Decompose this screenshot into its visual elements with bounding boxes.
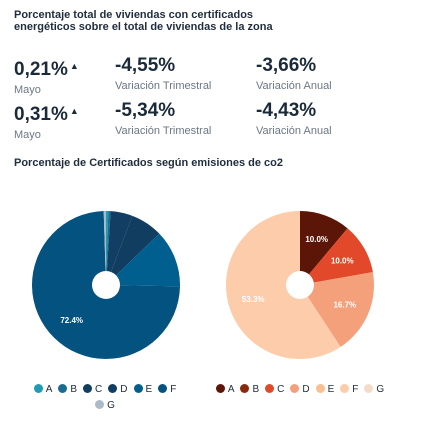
- legend-item-b[interactable]: B: [58, 382, 77, 398]
- legend-item-e[interactable]: E: [133, 382, 153, 398]
- legend-dot-icon: [290, 384, 300, 393]
- stat-label: Mayo: [14, 129, 41, 141]
- stat-label: Variación Anual: [256, 80, 332, 92]
- pie-data-label: 10.0%: [331, 257, 354, 266]
- pie-slice-g[interactable]: [103, 211, 106, 285]
- legend-item-f[interactable]: F: [158, 382, 176, 398]
- legend-dot-icon: [158, 384, 168, 393]
- legend-label: F: [352, 384, 359, 395]
- pie-slice-e[interactable]: [106, 233, 180, 287]
- stat-variacion-anual: -3,66% Variación Anual: [256, 55, 332, 93]
- legend-dot-icon: [95, 400, 105, 409]
- stat-label: Variación Trimestral: [115, 80, 212, 92]
- legend-label: B: [70, 384, 78, 395]
- stat-mayo-total: 0,21% ▲ Mayo: [14, 56, 79, 97]
- stat-variacion-trimestral-2: -5,34% Variación Trimestral: [115, 100, 212, 138]
- legend-item-a[interactable]: A: [33, 382, 53, 398]
- legend-label: A: [45, 384, 53, 395]
- up-arrow-icon: ▲: [69, 106, 79, 116]
- legend-label: G: [107, 400, 115, 411]
- legend-dot-icon: [240, 384, 250, 393]
- legend-dot-icon: [215, 384, 225, 393]
- pie-center-hole: [286, 271, 314, 299]
- legend-dot-icon: [315, 384, 325, 393]
- legend-label: C: [277, 384, 285, 395]
- legend-item-d[interactable]: D: [290, 382, 310, 398]
- legend-dot-icon: [265, 384, 275, 393]
- legend-label: G: [376, 384, 385, 395]
- pie-slice-d[interactable]: [300, 272, 374, 347]
- stat-value: -4,43%: [256, 100, 317, 121]
- pie-data-label: 16.7%: [333, 300, 356, 309]
- section-title: Porcentaje de Certificados según emision…: [14, 157, 283, 169]
- pie-slice-b[interactable]: [106, 211, 111, 285]
- stat-value: -5,34%: [115, 100, 176, 121]
- legend-label: D: [120, 384, 128, 395]
- legend-label: C: [95, 384, 103, 395]
- stat-value: 0,31% ▲: [14, 104, 79, 125]
- legend-dot-icon: [340, 384, 350, 393]
- stat-value: -3,66%: [256, 55, 317, 76]
- legend-item-c[interactable]: C: [265, 382, 284, 398]
- legend-label: D: [302, 384, 310, 395]
- pie-slice-c[interactable]: [300, 228, 373, 285]
- pie-slice-d[interactable]: [106, 215, 160, 285]
- pie-slice-a[interactable]: [300, 211, 348, 285]
- stat-variacion-trimestral: -4,55% Variación Trimestral: [115, 55, 212, 93]
- pie-slice-c[interactable]: [106, 211, 133, 285]
- stat-label: Variación Anual: [256, 125, 332, 137]
- legend-item-g[interactable]: G: [95, 398, 115, 414]
- legend-dot-icon: [108, 384, 118, 393]
- legend-label: B: [252, 384, 260, 395]
- legend-dot-icon: [364, 384, 374, 393]
- legend-item-e[interactable]: E: [315, 382, 335, 398]
- stat-value: 0,21% ▲: [14, 59, 79, 80]
- legend-dot-icon: [33, 384, 43, 393]
- legend-item-b[interactable]: B: [240, 382, 259, 398]
- legend-item-c[interactable]: C: [83, 382, 102, 398]
- stat-value: -4,55%: [115, 55, 176, 76]
- up-arrow-icon: ▲: [69, 61, 79, 71]
- legend-dot-icon: [58, 384, 68, 393]
- page-title: Porcentaje total de viviendas con certif…: [14, 9, 273, 33]
- legend-label: E: [145, 384, 153, 395]
- stat-label: Mayo: [14, 84, 41, 96]
- pie-slice-f[interactable]: [225, 211, 341, 359]
- legend-1: A B C D E F G: [20, 382, 190, 414]
- legend-item-g[interactable]: G: [364, 382, 384, 398]
- legend-item-d[interactable]: D: [108, 382, 128, 398]
- legend-label: F: [170, 384, 177, 395]
- legend-dot-icon: [133, 384, 143, 393]
- pie-slice-a[interactable]: [106, 211, 109, 285]
- legend-2: A B C D E F G: [212, 382, 388, 398]
- co2-pie-chart-1: 72.4%: [31, 211, 180, 359]
- stat-mayo-total-2: 0,31% ▲ Mayo: [14, 101, 79, 142]
- pie-data-label: 10.0%: [305, 235, 328, 244]
- legend-item-a[interactable]: A: [215, 382, 235, 398]
- legend-label: E: [327, 384, 335, 395]
- pie-data-label: 72.4%: [60, 316, 83, 325]
- stat-variacion-anual-2: -4,43% Variación Anual: [256, 100, 332, 138]
- legend-item-f[interactable]: F: [340, 382, 358, 398]
- legend-label: A: [227, 384, 235, 395]
- pie-center-hole: [92, 271, 120, 299]
- co2-pie-chart-2: 10.0% 10.0% 16.7% 53.3%: [225, 211, 374, 359]
- legend-dot-icon: [83, 384, 93, 393]
- pie-data-label: 53.3%: [242, 295, 265, 304]
- stat-label: Variación Trimestral: [115, 125, 212, 137]
